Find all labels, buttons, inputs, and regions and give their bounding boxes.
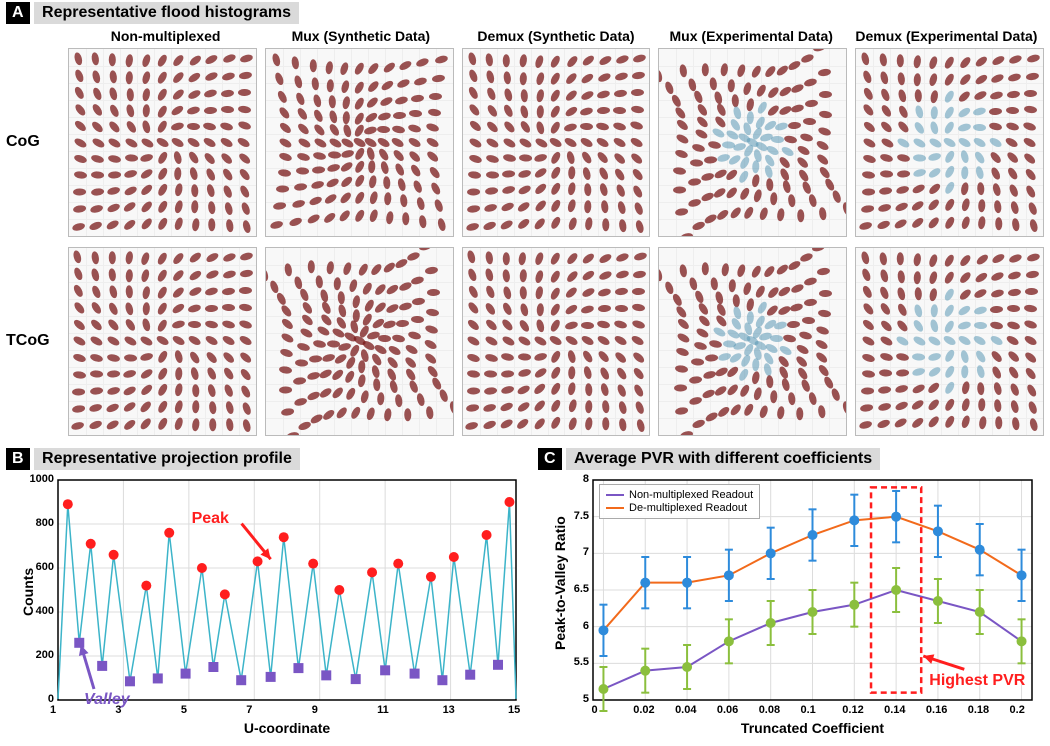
axis-tick: 200	[36, 649, 54, 661]
axis-label-y: Peak-to-Valley Ratio	[552, 516, 568, 650]
flood-histogram	[855, 48, 1044, 237]
flood-histogram	[462, 48, 651, 237]
axis-tick: 0.1	[801, 704, 816, 716]
flood-histogram	[658, 247, 847, 436]
panel-a-col-header: Non-multiplexed	[68, 28, 263, 48]
flood-histogram	[68, 247, 257, 436]
panel-b-letter: B	[6, 448, 30, 470]
panel-b-chart: 1357911131502004006008001000PeakValleyCo…	[6, 472, 526, 740]
axis-tick: 0	[48, 693, 54, 705]
axis-label-y: Counts	[20, 568, 36, 616]
axis-tick: 7	[583, 546, 589, 558]
axis-tick: 0.18	[968, 704, 989, 716]
axis-tick: 11	[377, 704, 389, 716]
panel-a-header: A Representative flood histograms	[6, 2, 299, 24]
panel-a-rows: CoG TCoG	[6, 48, 1044, 436]
legend-item-label: De-multiplexed Readout	[629, 502, 747, 514]
panel-a-row-label: CoG	[6, 133, 68, 151]
flood-histogram	[855, 247, 1044, 436]
axis-tick: 6.5	[574, 583, 589, 595]
flood-histogram	[68, 48, 257, 237]
axis-tick: 600	[36, 561, 54, 573]
axis-tick: 3	[115, 704, 121, 716]
flood-histogram	[462, 247, 651, 436]
axis-tick: 0	[591, 704, 597, 716]
panel-c-letter: C	[538, 448, 562, 470]
panel-a-row: TCoG	[6, 247, 1044, 436]
axis-label-x: Truncated Coefficient	[593, 720, 1032, 736]
panel-a-grid: Non-multiplexedMux (Synthetic Data)Demux…	[6, 28, 1044, 446]
axis-tick: 5.5	[574, 656, 589, 668]
panel-a-title: Representative flood histograms	[34, 2, 299, 24]
panel-a-letter: A	[6, 2, 30, 24]
axis-tick: 0.14	[884, 704, 905, 716]
axis-tick: 0.12	[842, 704, 863, 716]
panel-b-title: Representative projection profile	[34, 448, 300, 470]
panel-a-col-header: Demux (Synthetic Data)	[458, 28, 653, 48]
axis-tick: 7.5	[574, 510, 589, 522]
axis-label-x: U-coordinate	[58, 720, 516, 736]
panel-c-header: C Average PVR with different coefficient…	[538, 448, 880, 470]
axis-tick: 800	[36, 517, 54, 529]
flood-histogram	[265, 48, 454, 237]
panel-a-row: CoG	[6, 48, 1044, 237]
axis-tick: 5	[583, 693, 589, 705]
axis-tick: 0.2	[1010, 704, 1025, 716]
axis-tick: 0.06	[717, 704, 738, 716]
axis-tick: 13	[443, 704, 455, 716]
axis-tick: 0.02	[633, 704, 654, 716]
panel-a-col-header: Mux (Synthetic Data)	[263, 28, 458, 48]
axis-tick: 5	[181, 704, 187, 716]
legend-item-label: Non-multiplexed Readout	[629, 489, 753, 501]
axis-tick: 1	[50, 704, 56, 716]
panel-c-title: Average PVR with different coefficients	[566, 448, 880, 470]
axis-tick: 0.08	[759, 704, 780, 716]
axis-tick: 0.04	[675, 704, 696, 716]
flood-histogram	[658, 48, 847, 237]
flood-histogram	[265, 247, 454, 436]
axis-tick: 9	[312, 704, 318, 716]
panel-a-col-header: Demux (Experimental Data)	[849, 28, 1044, 48]
axis-tick: 1000	[30, 473, 54, 485]
axis-tick: 400	[36, 605, 54, 617]
panel-a-col-headers: Non-multiplexedMux (Synthetic Data)Demux…	[68, 28, 1044, 48]
axis-tick: 6	[583, 620, 589, 632]
panel-a-row-label: TCoG	[6, 332, 68, 350]
panel-b-header: B Representative projection profile	[6, 448, 300, 470]
axis-tick: 8	[583, 473, 589, 485]
axis-tick: 7	[246, 704, 252, 716]
panel-a-col-header: Mux (Experimental Data)	[654, 28, 849, 48]
axis-tick: 0.16	[926, 704, 947, 716]
chart-legend: Non-multiplexed ReadoutDe-multiplexed Re…	[599, 484, 760, 519]
panel-c-chart: 0 0.02 0.04 0.06 0.08 0.1 0.12 0.14 0.16 0.18 0.2 5…	[538, 472, 1044, 740]
axis-tick: 15	[508, 704, 520, 716]
